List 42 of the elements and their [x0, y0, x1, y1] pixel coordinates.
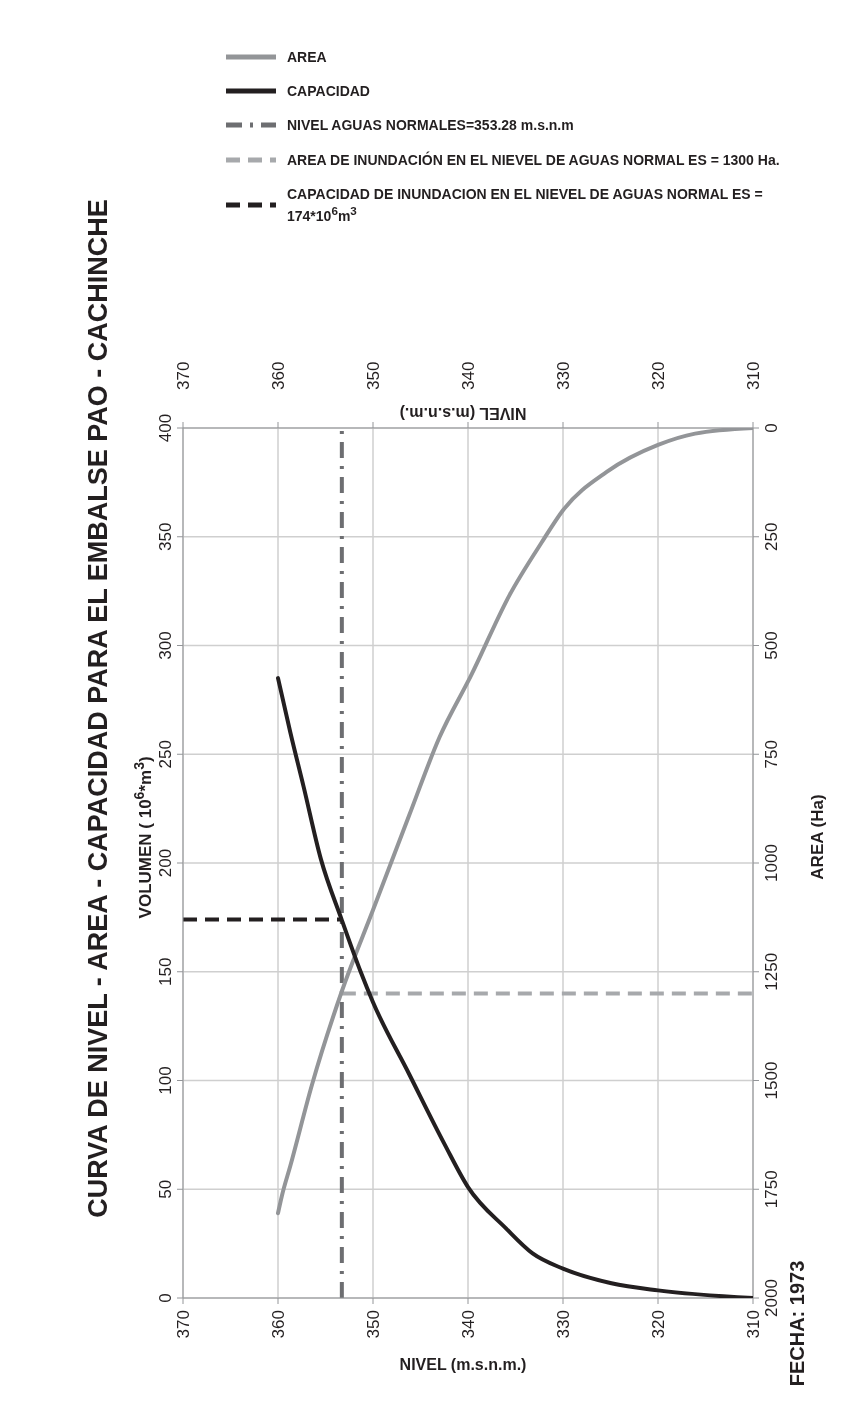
y-tick-label: 150 [156, 957, 175, 986]
legend-label: NIVEL AGUAS NORMALES=353.28 m.s.n.m [287, 117, 574, 134]
legend-label: CAPACIDAD [287, 83, 370, 100]
y2-tick-label: 2000 [762, 1279, 781, 1317]
y2-tick-label: 1250 [762, 952, 781, 991]
legend-label: AREA [287, 49, 327, 65]
x-tick-label: 350 [364, 1310, 383, 1339]
x-tick-label: 370 [174, 1310, 193, 1339]
y-tick-label: 100 [156, 1066, 175, 1095]
y-tick-label: 200 [156, 848, 175, 878]
x2-tick-label: 340 [459, 361, 478, 390]
y-tick-label: 0 [156, 1293, 175, 1303]
x2-tick-label: 360 [269, 361, 288, 390]
text: CURVA DE NIVEL - AREA - CAPACIDAD PARA EL EMBALSE PAO - CACHINCHE [82, 198, 113, 1218]
x2-tick-label: 310 [744, 361, 763, 390]
y-tick-label: 400 [156, 413, 175, 443]
y-tick-label: 350 [156, 522, 175, 551]
x2-tick-label: 350 [364, 361, 383, 390]
legend-label: CAPACIDAD DE INUNDACION EN EL NIEVEL DE AGUAS NORMAL ES = 174*10$^{6}$m$^{3}$ [287, 185, 763, 224]
x-tick-label: 340 [459, 1310, 478, 1339]
y2-tick-label: 1000 [762, 844, 781, 882]
x2-tick-label: 320 [649, 361, 668, 390]
x-tick-label: 330 [554, 1310, 573, 1339]
y2-tick-label: 1500 [762, 1061, 781, 1100]
x2-tick-label: 330 [554, 361, 573, 390]
y2-tick-label: 500 [762, 631, 781, 660]
x2-axis-title: NIVEL (m.s.n.m.) [399, 405, 527, 422]
text: FECHA: 1973 [786, 1260, 809, 1386]
x-tick-label: 360 [269, 1310, 288, 1339]
y2-tick-label: 750 [762, 740, 781, 769]
legend-label: AREA DE INUNDACIÓN EN EL NIEVEL DE AGUAS NORMAL ES = 1300 Ha. [287, 151, 780, 168]
x-axis-title: NIVEL (m.s.n.m.) [399, 1356, 527, 1373]
y-tick-label: 50 [156, 1179, 175, 1199]
y-tick-label: 300 [156, 631, 175, 660]
y2-axis-title: AREA (Ha) [808, 794, 828, 880]
x2-tick-label: 370 [174, 361, 193, 390]
x-tick-label: 310 [744, 1310, 763, 1339]
y-tick-label: 250 [156, 740, 175, 769]
y2-tick-label: 1750 [762, 1170, 781, 1209]
y2-tick-label: 0 [762, 423, 781, 433]
x-tick-label: 320 [649, 1310, 668, 1339]
y2-tick-label: 250 [762, 522, 781, 551]
